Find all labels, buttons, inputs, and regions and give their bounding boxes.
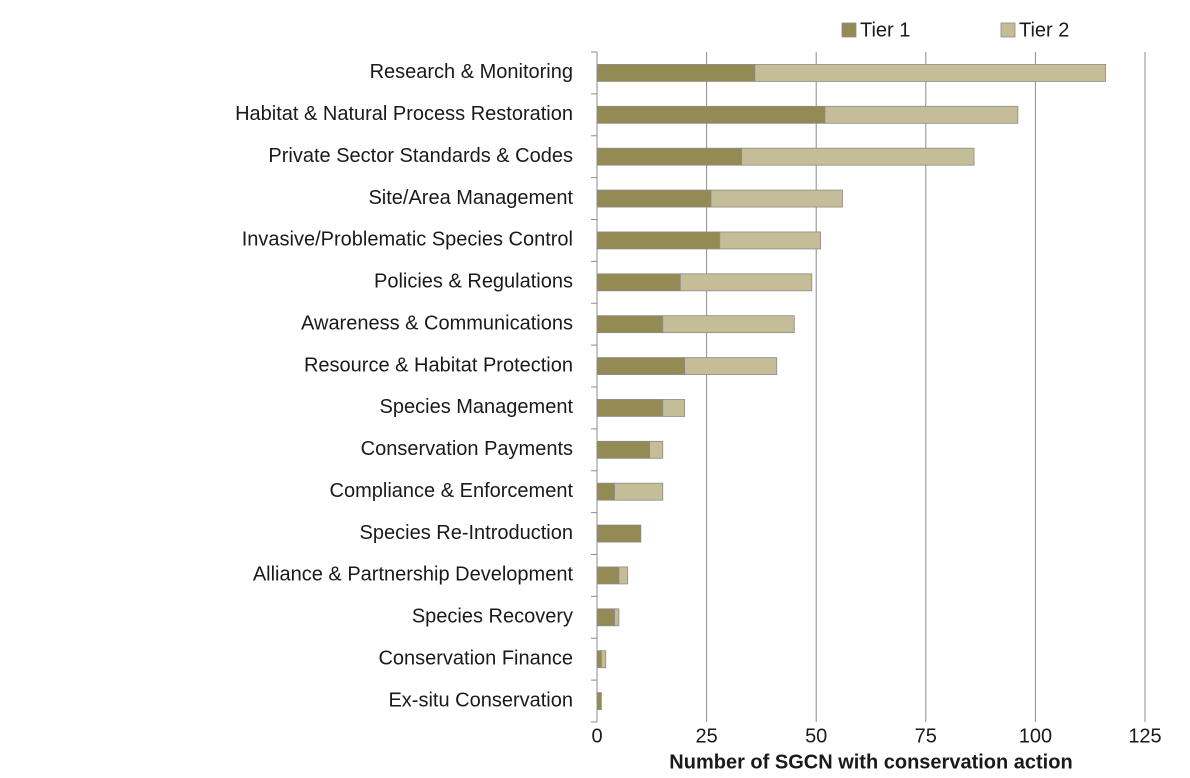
- bar-segment: [596, 692, 602, 710]
- bar-segment: [596, 482, 615, 501]
- bar-segment: [684, 357, 778, 375]
- x-tick-label: 75: [915, 725, 937, 747]
- bar-segment: [824, 105, 1019, 124]
- x-tick-label: 25: [695, 725, 717, 747]
- bar-segment: [719, 231, 821, 250]
- bar-segment: [596, 566, 620, 585]
- bar-segment: [710, 189, 843, 208]
- y-tick-label: Site/Area Management: [368, 187, 573, 209]
- y-tick-label: Species Re-Introduction: [360, 522, 573, 544]
- y-tick-label: Species Recovery: [412, 606, 573, 628]
- legend-label: Tier 2: [1019, 19, 1069, 41]
- y-tick-label: Habitat & Natural Process Restoration: [235, 103, 573, 125]
- bar-segment: [596, 524, 642, 543]
- bar-segment: [596, 105, 826, 124]
- bar-segment: [614, 482, 664, 501]
- bar-segment: [679, 273, 813, 292]
- bar-segment: [662, 315, 795, 334]
- bar-segment: [754, 64, 1106, 82]
- y-tick-label: Species Management: [380, 396, 574, 418]
- bar-segment: [596, 315, 664, 334]
- x-tick-label: 50: [805, 725, 827, 747]
- y-tick-label: Alliance & Partnership Development: [253, 564, 574, 586]
- bar-segment: [600, 650, 607, 669]
- x-tick-label: 100: [1019, 725, 1052, 747]
- bar-segment: [596, 273, 681, 292]
- bar-segment: [741, 147, 975, 166]
- legend-swatch: [1000, 22, 1016, 38]
- y-tick-label: Compliance & Enforcement: [330, 480, 574, 502]
- y-tick-label: Conservation Payments: [361, 438, 573, 460]
- bar-segment: [596, 189, 712, 208]
- bar-segment: [596, 357, 686, 375]
- bar-segment: [596, 147, 743, 166]
- bar-segment: [596, 231, 721, 250]
- y-tick-label: Awareness & Communications: [301, 312, 573, 334]
- bar-segment: [596, 399, 664, 417]
- bar-segment: [662, 399, 686, 417]
- bar-segment: [614, 608, 620, 627]
- legend-swatch: [841, 22, 857, 38]
- bar-segment: [596, 650, 602, 669]
- y-tick-label: Resource & Habitat Protection: [304, 354, 573, 376]
- bar-segment: [649, 440, 664, 459]
- y-tick-label: Private Sector Standards & Codes: [268, 145, 573, 167]
- x-tick-label: 125: [1128, 725, 1161, 747]
- x-axis-label: Number of SGCN with conservation action: [669, 751, 1072, 773]
- y-tick-label: Research & Monitoring: [370, 61, 573, 83]
- y-tick-label: Policies & Regulations: [374, 271, 573, 293]
- y-tick-label: Ex-situ Conservation: [388, 689, 573, 711]
- y-tick-label: Invasive/Problematic Species Control: [242, 229, 573, 251]
- bar-segment: [596, 608, 615, 627]
- x-tick-label: 0: [591, 725, 602, 747]
- legend-label: Tier 1: [860, 19, 910, 41]
- bar-segment: [596, 440, 651, 459]
- y-tick-label: Conservation Finance: [378, 647, 573, 669]
- bar-segment: [618, 566, 629, 585]
- bar-segment: [596, 64, 756, 82]
